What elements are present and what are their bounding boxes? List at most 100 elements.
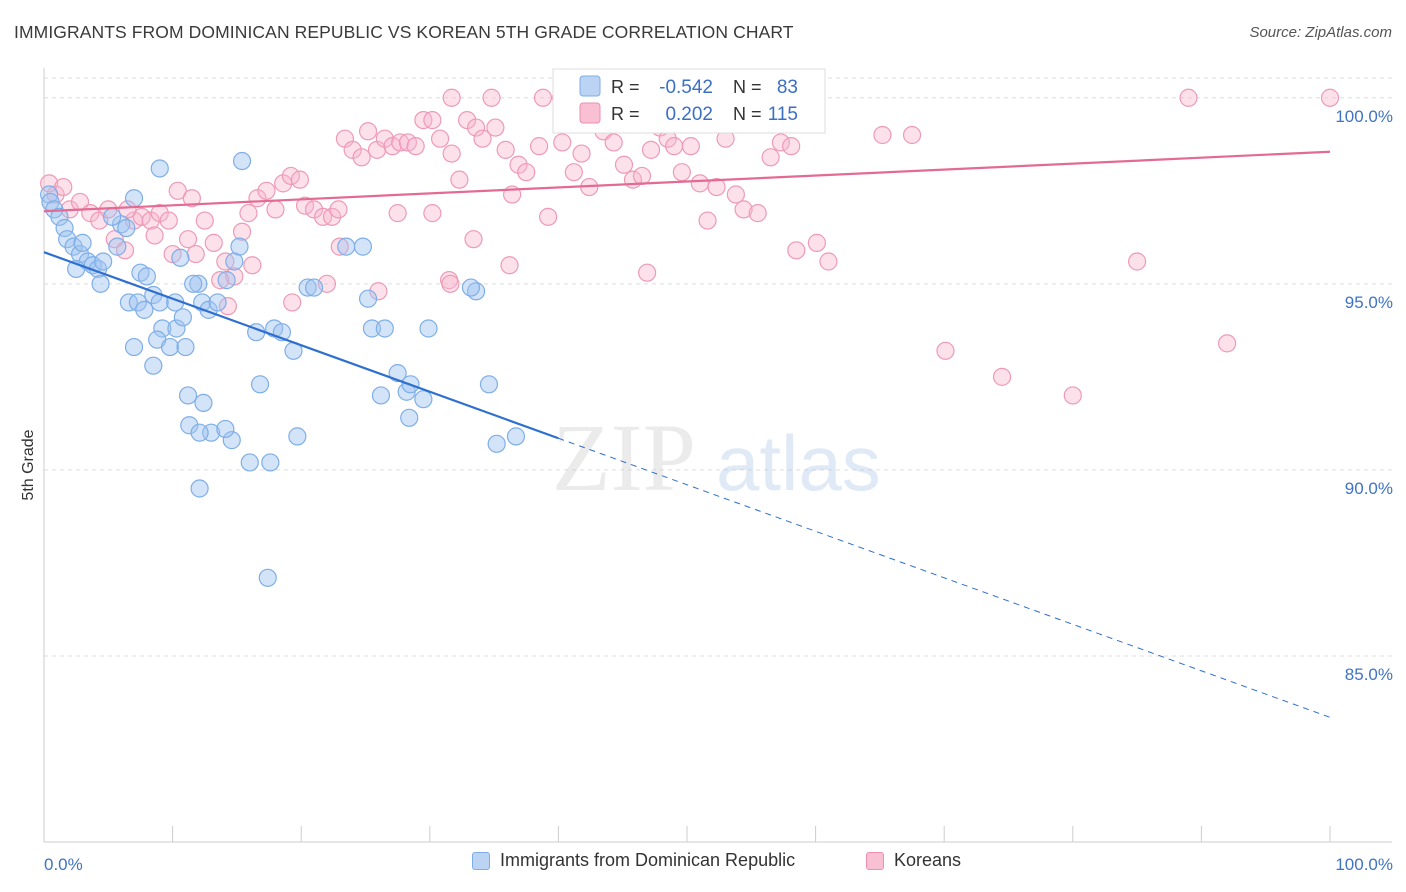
korean-point	[533, 88, 553, 107]
korean-point	[178, 230, 198, 249]
dominican-point	[194, 393, 213, 413]
dominican-point	[362, 319, 382, 338]
dominican-point	[103, 207, 122, 226]
legend-swatch	[866, 851, 884, 870]
korean-point	[690, 174, 709, 193]
korean-point	[54, 177, 73, 197]
korean-point	[734, 200, 753, 219]
dominican-point	[117, 218, 136, 238]
korean-trend-line	[43, 150, 1331, 213]
korean-point	[257, 181, 276, 200]
korean-point	[423, 204, 442, 223]
korean-point	[145, 226, 164, 245]
dominican-point	[261, 453, 280, 472]
korean-point	[266, 200, 285, 219]
korean-point	[330, 237, 349, 256]
korean-point	[819, 252, 838, 271]
korean-point	[707, 177, 726, 197]
korean-point	[388, 204, 407, 223]
dominican-point	[388, 364, 407, 383]
chart-title: IMMIGRANTS FROM DOMINICAN REPUBLIC VS KO…	[14, 22, 794, 42]
dominican-point	[128, 293, 147, 312]
dominican-trend-line	[43, 251, 559, 440]
korean-point	[464, 230, 483, 249]
korean-point	[243, 256, 262, 275]
korean-point	[159, 211, 178, 230]
dominican-point	[150, 159, 169, 178]
korean-point	[182, 189, 201, 208]
dominican-point	[124, 189, 144, 208]
korean-point	[771, 133, 790, 152]
dominican-point	[73, 233, 92, 252]
korean-point	[632, 166, 652, 186]
dominican-point	[304, 278, 324, 297]
dominican-point	[208, 293, 227, 312]
korean-point	[406, 137, 425, 156]
dominican-point	[135, 300, 154, 319]
y-axis-label: 5th Grade	[20, 429, 37, 500]
korean-point	[218, 297, 237, 316]
dominican-point	[288, 427, 307, 446]
korean-point	[500, 256, 519, 275]
korean-point	[211, 271, 230, 290]
korean-point	[430, 129, 450, 148]
korean-point	[482, 88, 501, 107]
source-credit: Source: ZipAtlas.com	[1249, 24, 1392, 41]
korean-point	[352, 148, 371, 167]
dominican-point	[298, 278, 317, 297]
legend-item-dominican: Immigrants from Dominican Republic	[472, 850, 795, 871]
korean-point	[641, 140, 661, 159]
korean-point	[329, 200, 348, 219]
legend-n-value-2: 115	[768, 104, 798, 125]
dominican-point	[137, 267, 156, 286]
dominican-point	[479, 375, 499, 394]
dominican-point	[375, 319, 394, 338]
dominican-point	[64, 237, 83, 256]
dominican-point	[153, 319, 172, 338]
korean-point	[992, 367, 1012, 386]
korean-point	[391, 133, 410, 152]
korean-point	[936, 341, 955, 360]
y-tick-label: 100.0%	[1335, 107, 1393, 126]
dominican-point	[217, 271, 236, 290]
korean-point	[466, 118, 486, 137]
legend-label-dominican: Immigrants from Dominican Republic	[500, 850, 796, 870]
dominican-point	[160, 337, 180, 357]
x-tick-label-min: 0.0%	[44, 855, 83, 874]
korean-point	[442, 144, 461, 163]
legend-r-value-2: 0.202	[665, 104, 713, 125]
dominican-point	[190, 479, 209, 498]
korean-point	[638, 263, 657, 282]
dominican-point	[400, 408, 419, 427]
dominican-point	[176, 337, 195, 357]
korean-point	[509, 155, 528, 174]
dominican-points	[40, 151, 526, 587]
legend-r-label-2: R =	[611, 104, 640, 124]
watermark: ZIP atlas	[552, 404, 881, 511]
y-tick-label: 95.0%	[1345, 293, 1393, 312]
dominican-point	[50, 207, 69, 226]
dominican-point	[171, 248, 190, 267]
dominican-point	[419, 319, 438, 338]
dominican-point	[124, 337, 144, 357]
korean-point	[441, 274, 460, 293]
dominican-point	[91, 274, 110, 293]
korean-point	[358, 122, 378, 141]
dominican-point	[108, 237, 127, 256]
korean-point	[295, 196, 315, 215]
dominican-point	[487, 434, 506, 453]
dominican-point	[258, 568, 277, 587]
korean-point	[281, 166, 301, 186]
legend-swatch-koreans	[579, 102, 601, 124]
korean-point	[442, 88, 461, 107]
series-legend: Immigrants from Dominican Republic Korea…	[0, 850, 1406, 880]
watermark-zip: ZIP	[552, 404, 696, 511]
korean-point	[1320, 88, 1340, 107]
korean-point	[1218, 334, 1237, 353]
dominican-point	[144, 356, 163, 375]
dominican-point	[358, 289, 378, 308]
korean-point	[1179, 88, 1198, 107]
dominican-point	[232, 151, 252, 171]
dominican-point	[337, 237, 356, 256]
